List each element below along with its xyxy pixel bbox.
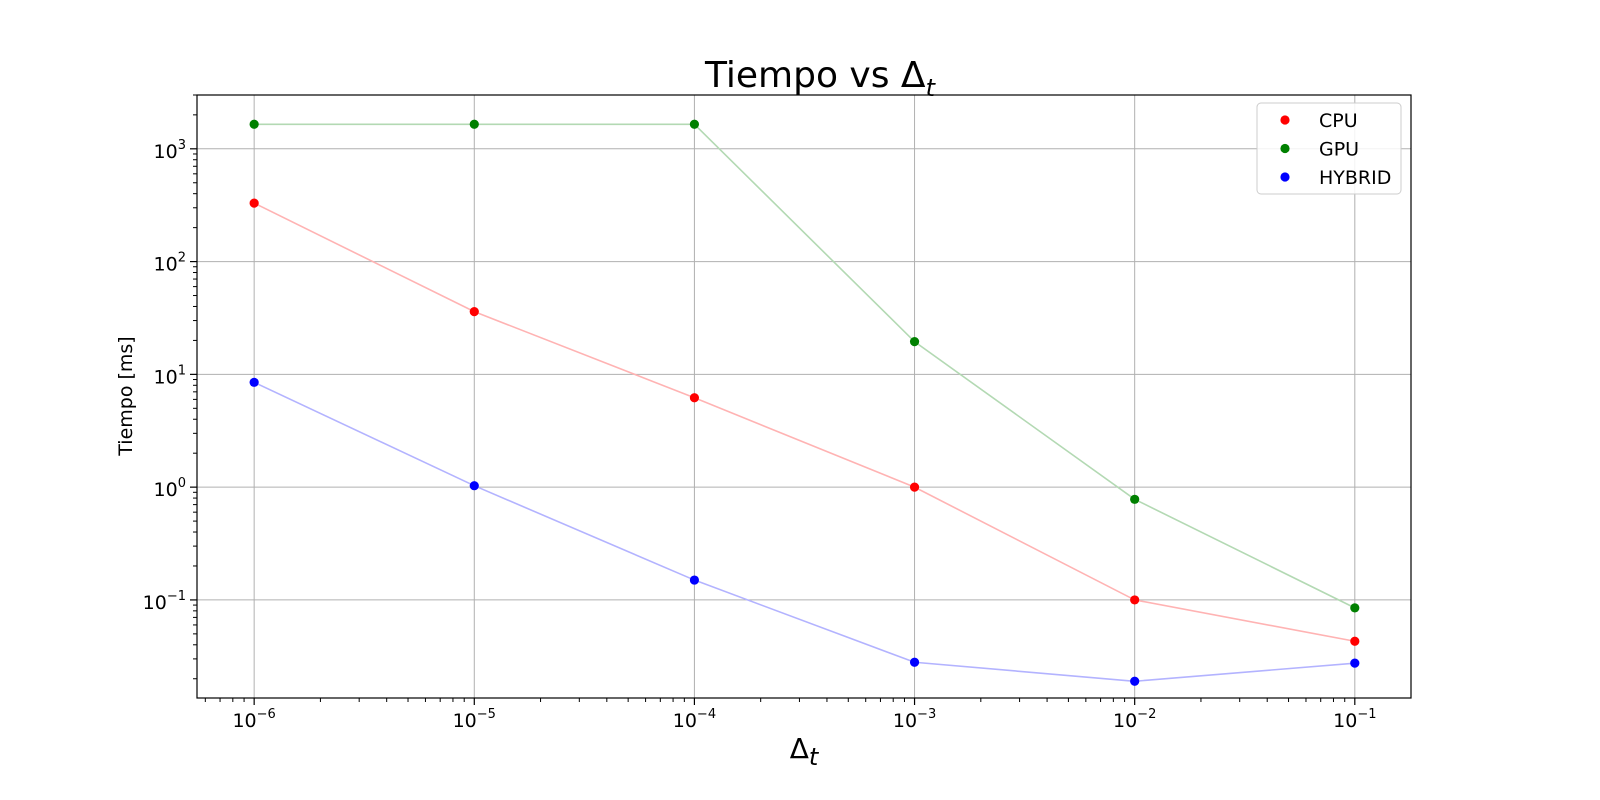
point-gpu-5 bbox=[1350, 603, 1360, 613]
x-tick-exp-1: −5 bbox=[477, 707, 496, 722]
x-tick-label-3: 10−3 bbox=[893, 707, 936, 732]
x-tick-base-5: 10 bbox=[1333, 710, 1357, 732]
point-hybrid-1 bbox=[469, 481, 479, 491]
chart-title-subscript: t bbox=[926, 74, 937, 102]
point-gpu-1 bbox=[469, 119, 479, 129]
x-tick-label-4: 10−2 bbox=[1113, 707, 1156, 732]
legend-marker-hybrid bbox=[1280, 172, 1290, 182]
legend-marker-cpu bbox=[1280, 115, 1290, 125]
point-hybrid-3 bbox=[909, 657, 920, 667]
series-points bbox=[249, 119, 1360, 686]
x-tick-base-3: 10 bbox=[893, 710, 917, 732]
y-tick-exp-4: 3 bbox=[178, 138, 186, 153]
point-gpu-4 bbox=[1130, 494, 1140, 504]
y-tick-base-4: 10 bbox=[154, 141, 178, 163]
x-tick-label-5: 10−1 bbox=[1333, 707, 1376, 732]
legend-marker-gpu bbox=[1280, 143, 1290, 154]
point-gpu-0 bbox=[249, 119, 259, 129]
x-axis-label: Δt bbox=[790, 732, 820, 771]
y-tick-exp-2: 1 bbox=[178, 363, 186, 378]
x-tick-base-4: 10 bbox=[1113, 710, 1137, 732]
legend-label-cpu: CPU bbox=[1319, 110, 1358, 132]
point-cpu-5 bbox=[1350, 636, 1360, 646]
y-tick-base-1: 10 bbox=[154, 479, 178, 501]
chart-title-main: Tiempo vs Δ bbox=[704, 55, 926, 96]
y-tick-base-0: 10 bbox=[143, 592, 167, 614]
x-tick-label-2: 10−4 bbox=[673, 707, 716, 732]
series-line-hybrid bbox=[253, 381, 1355, 683]
point-cpu-2 bbox=[689, 393, 700, 403]
x-tick-exp-0: −6 bbox=[257, 707, 276, 722]
plot-frame bbox=[196, 94, 1412, 699]
point-cpu-3 bbox=[909, 482, 920, 492]
y-tick-label-1: 100 bbox=[154, 476, 186, 501]
y-tick-label-4: 103 bbox=[154, 138, 186, 163]
point-cpu-4 bbox=[1130, 595, 1140, 605]
y-tick-exp-0: −1 bbox=[167, 589, 186, 604]
legend-label-hybrid: HYBRID bbox=[1319, 167, 1391, 189]
x-tick-base-1: 10 bbox=[453, 710, 477, 732]
y-tick-label-3: 102 bbox=[154, 251, 186, 276]
point-cpu-0 bbox=[249, 198, 259, 208]
x-axis-ticks: 10−6 10−5 10−4 10−3 10−2 10−1 bbox=[232, 698, 1376, 732]
x-tick-exp-4: −2 bbox=[1137, 707, 1156, 722]
legend: CPU GPU HYBRID bbox=[1256, 102, 1402, 195]
x-tick-base-0: 10 bbox=[232, 710, 256, 732]
y-tick-label-0: 10−1 bbox=[143, 589, 186, 614]
legend-label-gpu: GPU bbox=[1319, 139, 1359, 161]
point-cpu-1 bbox=[469, 307, 479, 317]
point-gpu-3 bbox=[909, 337, 920, 347]
point-hybrid-2 bbox=[689, 575, 700, 585]
point-hybrid-4 bbox=[1130, 676, 1140, 686]
series-line-gpu bbox=[254, 123, 1356, 609]
y-tick-label-2: 101 bbox=[154, 363, 186, 388]
series-lines bbox=[253, 123, 1356, 683]
minor-ticks bbox=[193, 94, 1346, 702]
x-tick-label-1: 10−5 bbox=[453, 707, 496, 732]
y-tick-base-3: 10 bbox=[154, 254, 178, 276]
x-axis-label-main: Δ bbox=[790, 732, 809, 765]
x-tick-exp-3: −3 bbox=[917, 707, 936, 722]
x-tick-label-0: 10−6 bbox=[232, 707, 275, 732]
y-tick-exp-1: 0 bbox=[178, 476, 186, 491]
point-gpu-2 bbox=[689, 119, 700, 129]
y-tick-base-2: 10 bbox=[154, 366, 178, 388]
legend-box bbox=[1256, 102, 1402, 195]
point-hybrid-5 bbox=[1350, 658, 1360, 668]
x-tick-base-2: 10 bbox=[673, 710, 697, 732]
x-tick-exp-5: −1 bbox=[1357, 707, 1376, 722]
y-tick-exp-3: 2 bbox=[178, 251, 186, 266]
x-axis-label-subscript: t bbox=[809, 743, 820, 771]
y-axis-label: Tiempo [ms] bbox=[115, 336, 137, 456]
point-hybrid-0 bbox=[249, 377, 259, 387]
series-line-cpu bbox=[253, 202, 1355, 643]
x-tick-exp-2: −4 bbox=[697, 707, 716, 722]
chart-title: Tiempo vs Δt bbox=[704, 55, 937, 102]
